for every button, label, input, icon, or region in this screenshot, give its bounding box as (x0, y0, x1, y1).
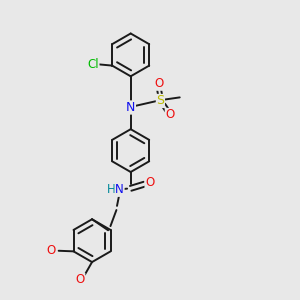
Text: O: O (76, 273, 85, 286)
Text: S: S (156, 94, 164, 107)
Text: O: O (46, 244, 56, 257)
Text: Cl: Cl (87, 58, 99, 71)
Text: O: O (154, 77, 164, 90)
Text: H: H (107, 183, 116, 196)
Text: N: N (115, 183, 124, 196)
Text: O: O (165, 108, 175, 122)
Text: N: N (126, 101, 135, 114)
Text: O: O (145, 176, 154, 189)
